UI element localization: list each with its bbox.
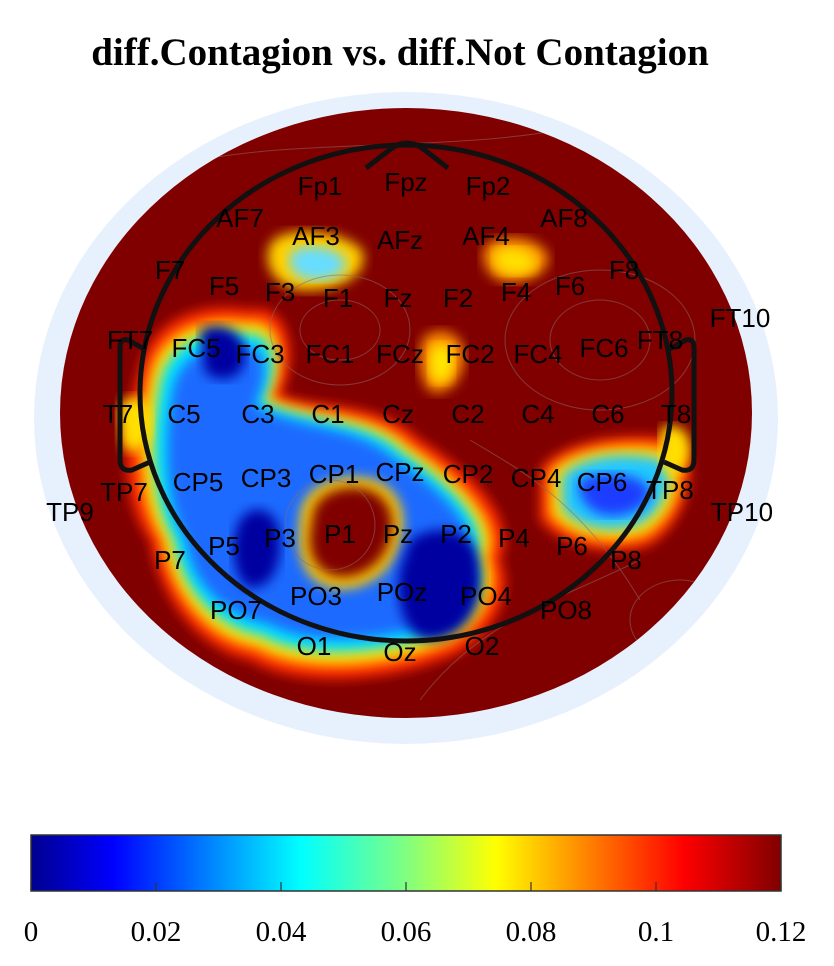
colorbar-tick-label: 0: [24, 916, 39, 948]
electrode-label-cp1: CP1: [309, 459, 360, 489]
colorbar-tick-label: 0.06: [381, 916, 432, 948]
colorbar-ticks: 0 0.02 0.04 0.06 0.08 0.1 0.12: [24, 882, 807, 948]
electrode-label-t8: T8: [661, 399, 691, 429]
electrode-label-f2: F2: [443, 283, 473, 313]
electrode-label-tp10: TP10: [711, 497, 773, 527]
electrode-label-f6: F6: [555, 271, 585, 301]
electrode-label-p8: P8: [610, 545, 642, 575]
electrode-label-c5: C5: [167, 399, 200, 429]
electrode-label-fc5: FC5: [171, 333, 220, 363]
electrode-label-af4: AF4: [462, 221, 510, 251]
electrode-label-p5: P5: [208, 531, 240, 561]
electrode-label-p2: P2: [440, 519, 472, 549]
electrode-label-o2: O2: [465, 631, 500, 661]
electrode-label-ft8: FT8: [637, 325, 683, 355]
electrode-label-p1: P1: [324, 519, 356, 549]
electrode-label-c1: C1: [311, 399, 344, 429]
electrode-label-po3: PO3: [290, 581, 342, 611]
electrode-label-fp2: Fp2: [466, 171, 511, 201]
electrode-label-fc6: FC6: [579, 333, 628, 363]
electrode-label-cpz: CPz: [375, 457, 424, 487]
electrode-label-fc4: FC4: [513, 339, 562, 369]
electrode-label-afz: AFz: [377, 225, 423, 255]
electrode-label-f5: F5: [209, 271, 239, 301]
electrode-label-cp4: CP4: [511, 463, 562, 493]
electrode-label-t7: T7: [103, 399, 133, 429]
electrode-label-f7: F7: [155, 255, 185, 285]
colorbar-tick-label: 0.04: [256, 916, 307, 948]
electrode-label-fpz: Fpz: [384, 167, 427, 197]
electrode-label-o1: O1: [297, 631, 332, 661]
electrode-label-c3: C3: [241, 399, 274, 429]
electrode-label-fc3: FC3: [235, 339, 284, 369]
electrode-label-f4: F4: [501, 277, 531, 307]
electrode-label-af7: AF7: [216, 203, 264, 233]
electrode-label-f8: F8: [609, 255, 639, 285]
electrode-label-fcz: FCz: [376, 339, 424, 369]
electrode-label-cp2: CP2: [443, 459, 494, 489]
electrode-label-p7: P7: [154, 545, 186, 575]
electrode-label-poz: POz: [377, 577, 428, 607]
chart-title: diff.Contagion vs. diff.Not Contagion: [91, 31, 709, 74]
electrode-label-cp6: CP6: [577, 467, 628, 497]
colorbar-tick-label: 0.12: [756, 916, 807, 948]
electrode-label-tp7: TP7: [100, 477, 148, 507]
electrode-label-tp8: TP8: [646, 475, 694, 505]
electrode-label-fz: Fz: [384, 283, 413, 313]
electrode-label-tp9: TP9: [46, 497, 94, 527]
electrode-label-fp1: Fp1: [298, 171, 343, 201]
electrode-label-cp5: CP5: [173, 467, 224, 497]
electrode-label-cz: Cz: [382, 399, 414, 429]
electrode-label-f3: F3: [265, 277, 295, 307]
colorbar-tick-label: 0.1: [638, 916, 674, 948]
electrode-label-po4: PO4: [460, 581, 512, 611]
electrode-label-f1: F1: [323, 283, 353, 313]
head-outline: [117, 140, 697, 644]
electrode-label-c2: C2: [451, 399, 484, 429]
electrode-label-ft7: FT7: [107, 325, 153, 355]
electrode-labels: Fp1 Fpz Fp2 AF7 AF3 AFz AF4 AF8 F7 F5 F3 F1 Fz F2 F4 F6…: [46, 167, 773, 667]
electrode-label-ft10: FT10: [710, 303, 771, 333]
electrode-label-c4: C4: [521, 399, 554, 429]
electrode-label-pz: Pz: [383, 519, 413, 549]
electrode-label-fc2: FC2: [445, 339, 494, 369]
electrode-label-p6: P6: [556, 531, 588, 561]
electrode-label-cp3: CP3: [241, 463, 292, 493]
electrode-label-po7: PO7: [210, 595, 262, 625]
electrode-label-c6: C6: [591, 399, 624, 429]
colorbar-tick-label: 0.02: [131, 916, 182, 948]
colorbar: [30, 834, 782, 892]
electrode-label-po8: PO8: [540, 595, 592, 625]
colorbar-tick-label: 0.08: [506, 916, 557, 948]
electrode-label-af8: AF8: [540, 203, 588, 233]
electrode-label-fc1: FC1: [305, 339, 354, 369]
electrode-label-p4: P4: [498, 523, 530, 553]
electrode-label-af3: AF3: [292, 221, 340, 251]
electrode-label-oz: Oz: [383, 637, 416, 667]
electrode-label-p3: P3: [264, 523, 296, 553]
